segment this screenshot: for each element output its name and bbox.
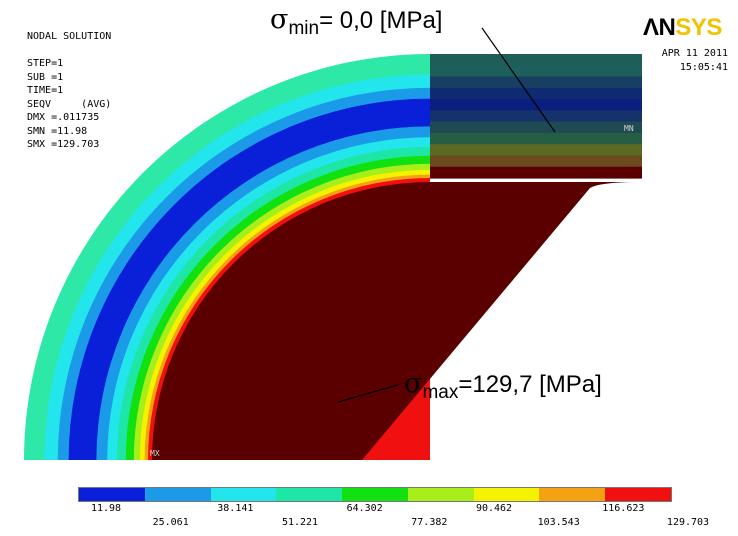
info-line: SMN =11.98 [27,125,88,137]
flange-contour-bands [430,54,642,179]
flange-band [430,110,642,123]
legend-swatch [407,488,474,501]
max-stress-annotation: σmax=129,7 [MPa] [404,368,602,403]
legend-label: 103.543 [537,517,580,528]
max-leader-line [337,384,399,403]
mn-marker: MN [624,124,634,133]
timestamp: APR 11 2011 15:05:41 [662,47,728,74]
info-line: TIME=1 [27,85,64,96]
legend-swatch [144,488,211,501]
info-line [27,44,111,58]
sigma-symbol: σ [404,368,423,399]
legend-swatch [539,488,606,501]
flange-band [430,54,642,66]
info-line: SUB =1 [27,71,64,83]
flange-band [430,144,642,157]
min-value: = 0,0 [MPa] [319,7,443,34]
legend-label: 38.141 [217,503,254,514]
min-subscript: min [288,18,320,39]
legend-label: 11.98 [90,503,122,514]
info-line: STEP=1 [27,58,64,69]
legend-label: 77.382 [411,517,448,528]
min-stress-annotation: σmin= 0,0 [MPa] [270,4,443,39]
high-stress-region [152,182,642,460]
legend-label: 51.221 [281,517,319,528]
date-line: APR 11 2011 [661,48,728,59]
sigma-symbol: σ [270,4,289,35]
legend-label: 90.462 [475,503,513,514]
flange-band [430,166,642,179]
flange-band [430,155,642,168]
legend-label: 129.703 [666,517,710,528]
ansys-logo: ΛNSYS [643,14,722,42]
time-line: 15:05:41 [679,61,728,73]
flange-band [430,65,642,78]
info-line: DMX =.011735 [27,112,100,123]
legend-label: 116.623 [602,503,645,514]
flange-band [430,76,642,89]
info-line: SEQV (AVG) [27,98,112,110]
max-value: =129,7 [MPa] [458,371,602,398]
legend-label: 25.061 [152,517,189,528]
mx-marker: MX [150,449,160,458]
color-legend-bar [78,487,672,502]
flange-band [430,121,642,134]
flange-band [430,87,642,100]
info-line: NODAL SOLUTION [27,31,112,42]
min-leader-line [481,27,556,133]
legend-swatch [276,488,343,501]
legend-swatch [605,488,672,501]
legend-label: 64.302 [346,503,383,514]
flange-band [430,132,642,145]
solution-info-block: NODAL SOLUTION STEP=1 SUB =1 TIME=1 SEQV (A… [27,30,111,152]
max-subscript: max [422,382,459,403]
legend-swatch [473,488,540,501]
logo-part-2: SYS [675,14,722,41]
legend-swatch [210,488,277,501]
logo-part-1: ΛN [643,14,676,41]
legend-swatch [342,488,408,501]
info-line: SMX =129.703 [27,139,100,150]
legend-swatch [79,488,145,501]
